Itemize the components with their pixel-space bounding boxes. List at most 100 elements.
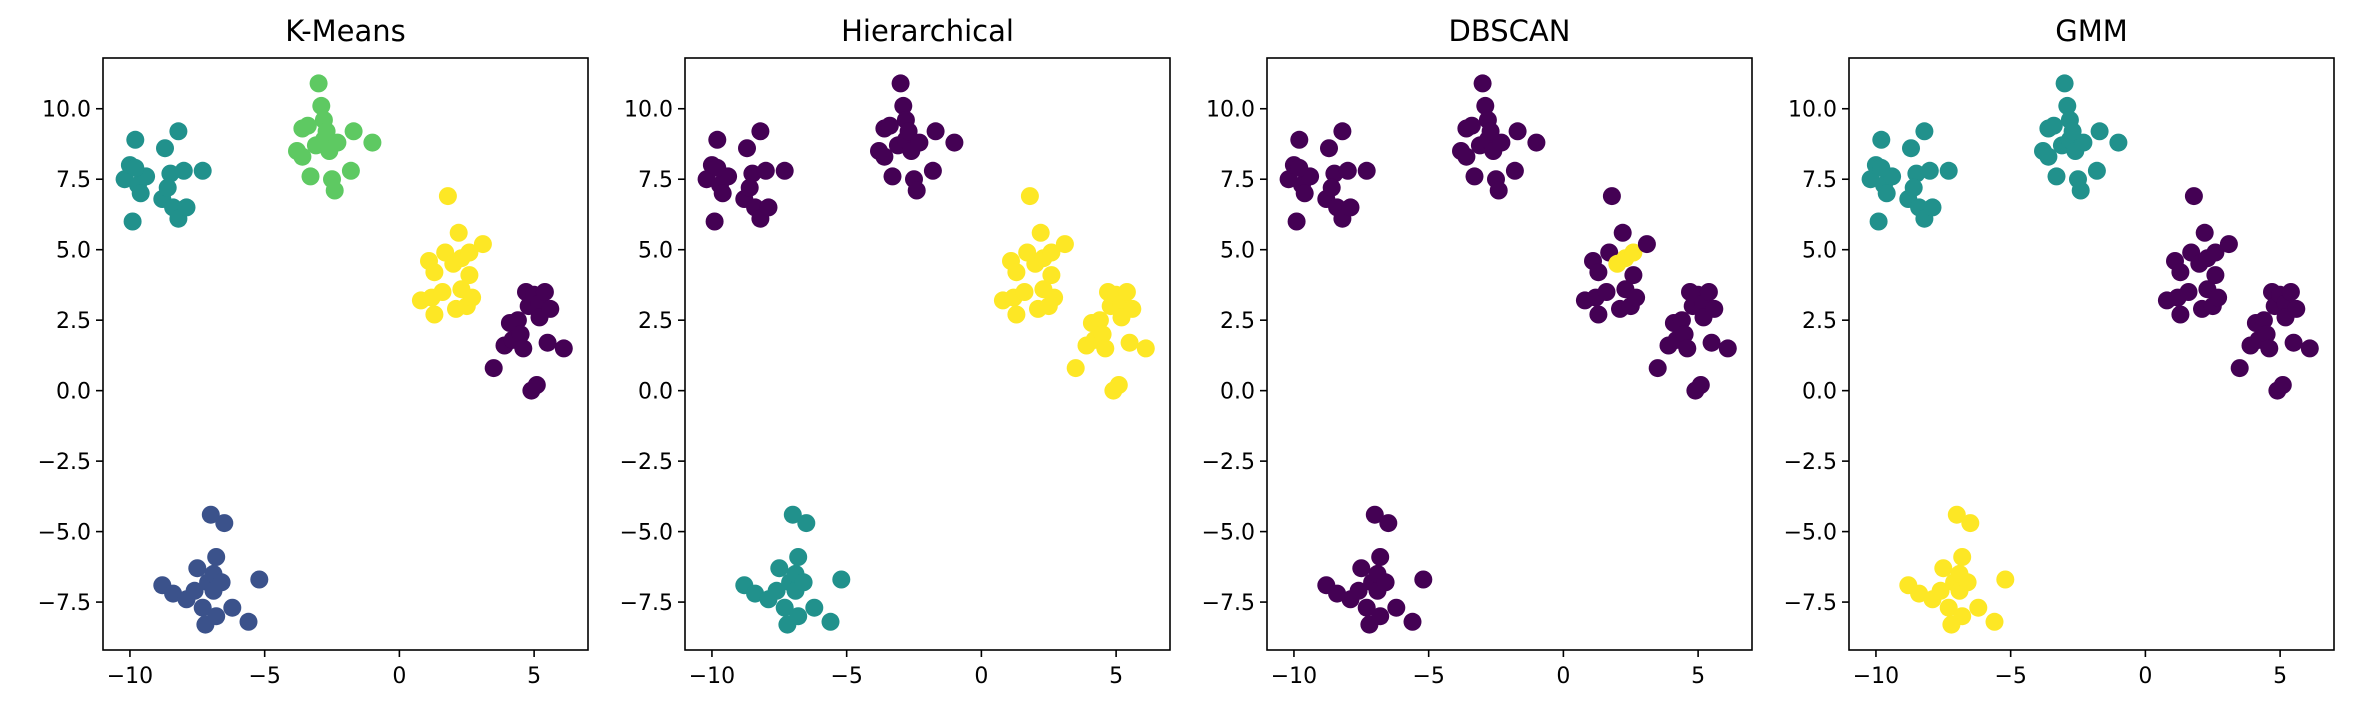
point	[832, 570, 851, 589]
point	[805, 598, 824, 617]
point	[1624, 243, 1643, 262]
point	[1648, 359, 1667, 378]
point	[131, 184, 150, 203]
point	[212, 573, 231, 592]
point	[926, 122, 945, 141]
point	[1961, 514, 1980, 533]
point	[1492, 133, 1511, 152]
point	[527, 376, 546, 394]
point	[2273, 376, 2292, 394]
point	[789, 607, 808, 626]
point	[2195, 223, 2214, 242]
point	[1031, 223, 1050, 242]
point	[1042, 243, 1061, 262]
point	[1136, 339, 1155, 358]
point	[325, 181, 344, 200]
point	[1473, 74, 1492, 93]
point	[185, 581, 204, 600]
point	[1505, 161, 1524, 180]
point	[215, 514, 234, 533]
y-tick-label: 2.5	[1802, 309, 1837, 334]
point	[907, 181, 926, 200]
point	[535, 283, 554, 301]
point	[1718, 339, 1737, 358]
point	[1352, 559, 1371, 578]
y-tick-label: −2.5	[1202, 450, 1255, 475]
point	[541, 299, 560, 318]
y-tick-label: 10.0	[42, 98, 91, 123]
point	[1627, 288, 1646, 307]
x-tick-label: −10	[1271, 664, 1317, 689]
point	[223, 598, 242, 617]
point	[2206, 266, 2225, 285]
point	[473, 235, 492, 254]
x-tick-label: 5	[2273, 664, 2287, 689]
point	[1376, 573, 1395, 592]
point	[894, 96, 913, 115]
point	[1958, 573, 1977, 592]
point	[460, 243, 479, 262]
y-tick-label: 7.5	[638, 168, 673, 193]
point	[1872, 158, 1891, 177]
point	[2039, 147, 2058, 166]
point	[1904, 178, 1923, 197]
y-tick-label: 7.5	[1802, 168, 1837, 193]
y-tick-label: −5.0	[1784, 521, 1837, 546]
point	[538, 333, 557, 352]
point	[2284, 333, 2303, 352]
point	[1387, 598, 1406, 617]
y-tick-label: −5.0	[1202, 521, 1255, 546]
point	[2044, 116, 2063, 135]
point	[425, 305, 444, 324]
point	[1920, 161, 1939, 180]
point	[425, 263, 444, 282]
point	[1371, 548, 1390, 566]
point	[767, 581, 786, 600]
point	[2260, 339, 2279, 358]
point	[1357, 161, 1376, 180]
y-tick-label: −5.0	[620, 521, 673, 546]
point	[363, 133, 382, 152]
y-tick-label: 2.5	[56, 309, 91, 334]
y-tick-label: 5.0	[638, 239, 673, 264]
point	[1365, 505, 1384, 524]
point	[1357, 598, 1376, 617]
point	[1589, 305, 1608, 324]
y-tick-label: 10.0	[1206, 98, 1255, 123]
point	[460, 266, 479, 285]
point	[794, 573, 813, 592]
y-tick-label: 0.0	[1220, 380, 1255, 405]
point	[1290, 130, 1309, 149]
point	[1287, 212, 1306, 231]
point	[1869, 212, 1888, 231]
point	[1969, 598, 1988, 617]
point	[169, 122, 188, 141]
y-tick-label: 0.0	[1802, 380, 1837, 405]
point	[2058, 96, 2077, 115]
point	[207, 607, 226, 626]
point	[1702, 333, 1721, 352]
point	[1322, 178, 1341, 197]
point	[756, 161, 775, 180]
point	[2206, 243, 2225, 262]
point	[1589, 263, 1608, 282]
point	[344, 122, 363, 141]
point	[1624, 266, 1643, 285]
point	[1476, 96, 1495, 115]
point	[193, 598, 212, 617]
point	[2109, 133, 2128, 152]
point	[1123, 299, 1142, 318]
point	[751, 122, 770, 141]
point	[1872, 130, 1891, 149]
point	[1934, 559, 1953, 578]
point	[126, 158, 145, 177]
point	[1907, 164, 1926, 183]
point	[449, 223, 468, 242]
point	[1093, 325, 1112, 344]
point	[883, 167, 902, 186]
point	[1923, 198, 1942, 217]
point	[743, 164, 762, 183]
point	[328, 133, 347, 152]
